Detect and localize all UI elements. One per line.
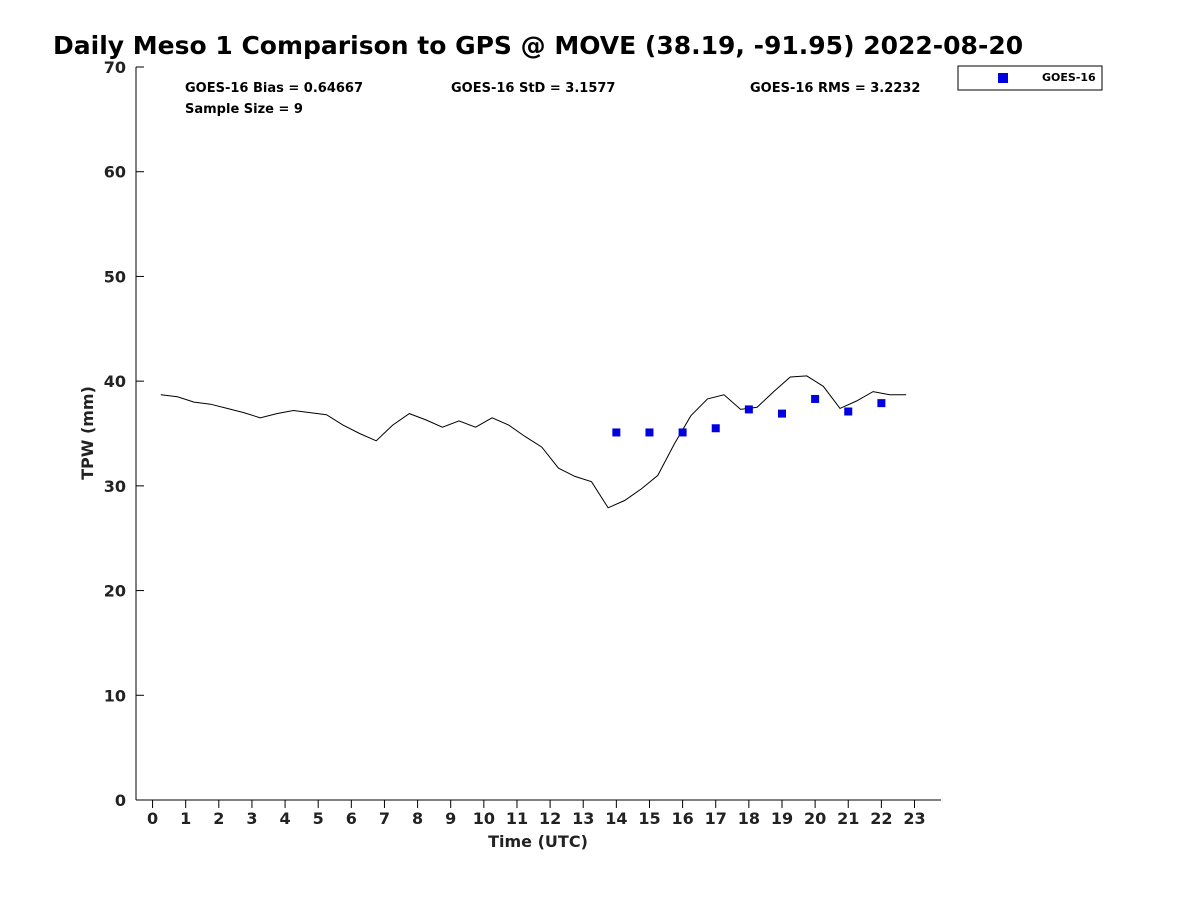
x-tick-label: 20 xyxy=(804,809,826,828)
x-tick-label: 22 xyxy=(870,809,892,828)
x-tick-label: 13 xyxy=(572,809,594,828)
y-tick-label: 40 xyxy=(104,372,126,391)
y-tick-label: 70 xyxy=(104,58,126,77)
legend-marker xyxy=(998,73,1008,83)
series-layer xyxy=(160,375,907,509)
y-tick-label: 20 xyxy=(104,582,126,601)
x-tick-label: 21 xyxy=(837,809,859,828)
bias-stat: GOES-16 Bias = 0.64667 xyxy=(185,81,363,96)
goes16-point xyxy=(744,405,753,414)
goes16-point xyxy=(877,399,886,408)
x-tick-label: 9 xyxy=(445,809,456,828)
x-tick-label: 11 xyxy=(506,809,528,828)
x-tick-label: 18 xyxy=(738,809,760,828)
x-tick-label: 6 xyxy=(346,809,357,828)
goes16-point xyxy=(811,394,820,403)
x-tick-label: 5 xyxy=(313,809,324,828)
x-tick-label: 16 xyxy=(671,809,693,828)
chart-title: Daily Meso 1 Comparison to GPS @ MOVE (3… xyxy=(53,31,1023,60)
y-ticks: 0 10 20 30 40 50 60 70 xyxy=(104,58,144,810)
goes16-point xyxy=(678,428,687,437)
goes16-point xyxy=(645,428,654,437)
x-tick-label: 0 xyxy=(147,809,158,828)
y-tick-label: 10 xyxy=(104,686,126,705)
x-tick-label: 19 xyxy=(771,809,793,828)
y-tick-label: 30 xyxy=(104,477,126,496)
x-ticks: 0 1 2 3 4 5 6 7 8 9 10 11 12 13 14 15 16 17 18 19 20 21 22 23 xyxy=(147,800,926,828)
legend-box xyxy=(957,65,1103,91)
goes16-point xyxy=(612,428,621,437)
x-tick-label: 2 xyxy=(213,809,224,828)
x-tick-label: 12 xyxy=(539,809,561,828)
x-tick-label: 10 xyxy=(473,809,495,828)
x-tick-label: 7 xyxy=(379,809,390,828)
legend-label: GOES-16 xyxy=(1042,71,1096,84)
goes16-point xyxy=(844,407,853,416)
x-tick-label: 8 xyxy=(412,809,423,828)
y-tick-label: 60 xyxy=(104,163,126,182)
x-axis-label: Time (UTC) xyxy=(488,832,588,851)
x-tick-label: 3 xyxy=(246,809,257,828)
plot-area xyxy=(136,67,941,800)
y-tick-label: 0 xyxy=(115,791,126,810)
gps-tpw-line xyxy=(160,375,907,509)
y-tick-label: 50 xyxy=(104,267,126,286)
x-tick-label: 23 xyxy=(903,809,925,828)
rms-stat: GOES-16 RMS = 3.2232 xyxy=(750,81,920,96)
std-stat: GOES-16 StD = 3.1577 xyxy=(451,81,615,96)
goes16-point xyxy=(711,424,720,433)
legend: GOES-16 xyxy=(957,65,1103,91)
y-axis-label: TPW (mm) xyxy=(78,386,97,480)
x-tick-label: 15 xyxy=(638,809,660,828)
goes16-point xyxy=(777,409,786,418)
sample-size-stat: Sample Size = 9 xyxy=(185,102,303,117)
x-tick-label: 14 xyxy=(605,809,627,828)
x-tick-label: 1 xyxy=(180,809,191,828)
x-tick-label: 17 xyxy=(705,809,727,828)
x-tick-label: 4 xyxy=(280,809,291,828)
